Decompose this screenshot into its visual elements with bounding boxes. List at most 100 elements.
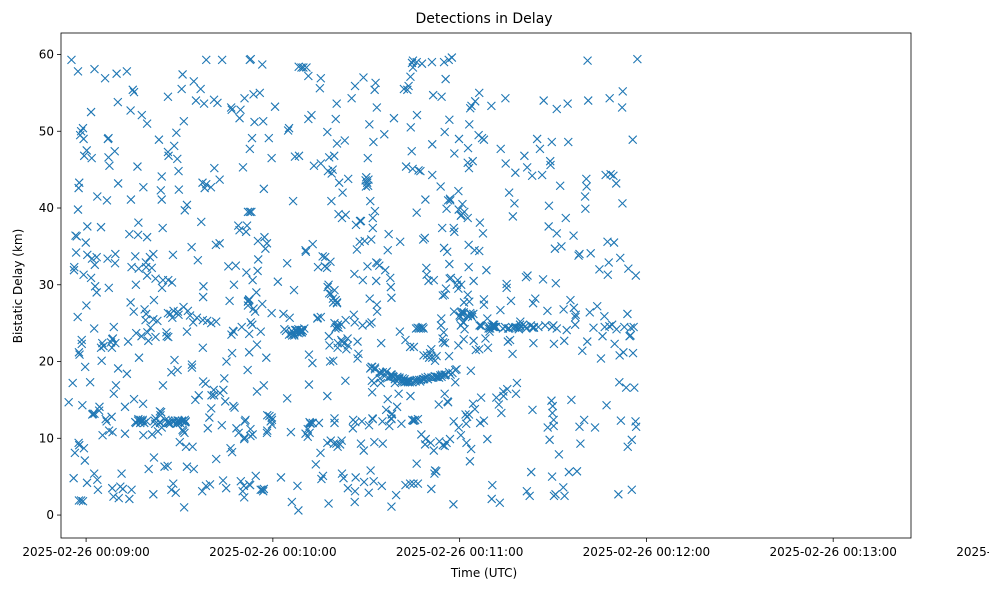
data-point [395,327,405,336]
data-point [367,317,376,327]
data-point [180,428,189,438]
data-point [540,321,550,330]
data-point [247,320,257,330]
data-point [463,143,473,153]
data-point [206,403,216,413]
data-point [251,288,261,297]
data-point [96,222,106,232]
y-axis: 0 10 20 30 40 50 60 [39,47,61,522]
data-point [544,201,554,211]
data-point [449,307,459,317]
data-point [193,255,203,265]
data-point [378,417,387,426]
data-point [267,413,277,422]
data-point [68,378,78,388]
data-point [474,246,484,256]
data-point [81,238,91,247]
data-point [401,162,411,171]
data-point [378,439,388,449]
data-point [558,483,568,492]
data-point [371,78,380,88]
data-point [250,117,259,127]
data-point [340,136,350,145]
data-point [244,295,254,305]
data-point [164,151,173,161]
data-point [92,288,102,297]
data-point [142,232,152,242]
data-point [397,419,406,429]
data-point [325,357,335,366]
data-point [227,105,237,115]
data-point [515,320,525,330]
data-point [279,309,288,319]
data-point [551,489,560,499]
data-point [77,339,87,349]
data-point [250,307,260,317]
data-point [155,418,165,428]
data-point [572,466,582,476]
data-point [169,141,179,151]
data-point [598,331,607,341]
data-point [253,255,263,264]
data-point [77,335,87,345]
data-point [466,310,476,320]
data-point [282,258,292,268]
data-point [462,438,471,448]
data-point [128,85,138,95]
data-point [245,207,255,217]
data-point [143,327,152,337]
data-point [512,378,522,388]
data-point [318,251,328,261]
data-point [350,269,359,279]
data-point [526,467,536,477]
data-point [174,185,184,194]
data-point [79,151,89,161]
data-point [590,423,600,432]
data-point [457,307,467,317]
data-point [585,308,595,317]
data-point [606,169,615,179]
data-point [140,304,149,314]
data-point [369,476,379,486]
data-point [551,278,561,288]
data-point [129,394,139,404]
data-point [412,208,422,218]
data-point [322,263,332,273]
data-point [332,139,342,148]
data-point [127,262,136,272]
data-point [67,55,76,65]
data-point [605,93,615,103]
data-point [442,247,452,257]
y-tick-label: 0 [46,508,54,522]
data-point [307,110,316,120]
data-point [581,174,591,184]
data-point [108,334,118,343]
data-point [288,196,298,206]
data-point [443,397,453,407]
data-point [156,407,166,417]
data-point [467,312,477,322]
data-point [439,327,449,337]
data-point [453,275,463,285]
data-point [467,101,476,111]
data-point [445,195,455,205]
data-point [569,303,579,313]
data-point [90,260,100,270]
data-point [232,423,241,433]
data-point [75,350,84,360]
data-point [73,205,83,214]
data-point [421,434,431,444]
data-point [142,417,151,426]
y-tick-label: 20 [39,355,54,369]
data-point [255,88,265,98]
data-point [107,412,117,422]
data-point [285,313,295,323]
data-point [245,480,255,490]
data-point [248,275,258,285]
data-point [92,475,102,485]
data-point [103,254,112,264]
data-point [151,332,160,342]
data-point [341,315,351,325]
data-point [577,346,587,356]
data-point [618,86,628,96]
